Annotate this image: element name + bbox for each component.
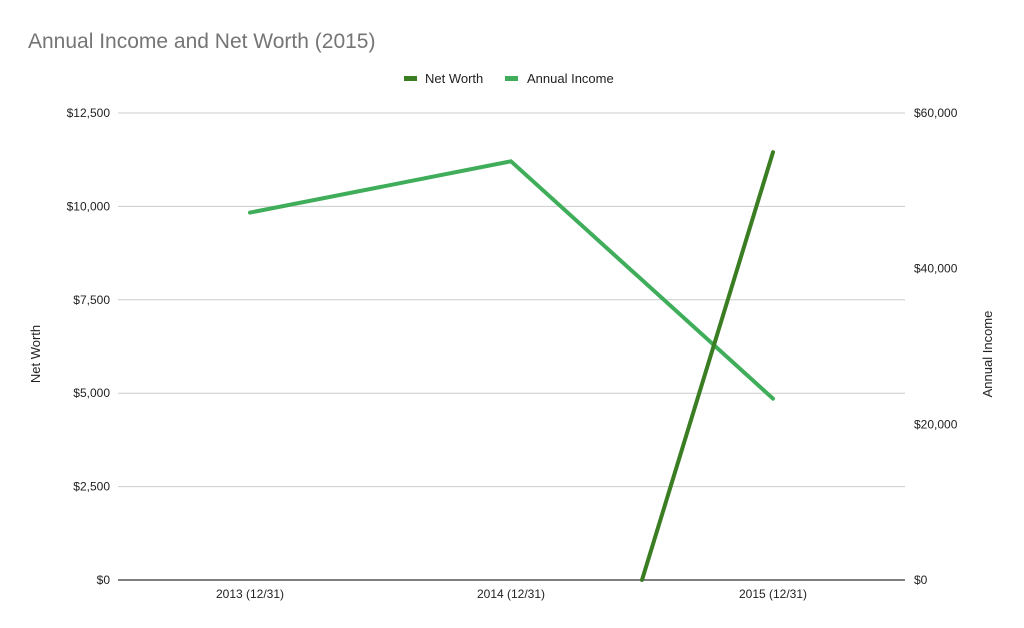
legend-label-annual-income: Annual Income: [527, 71, 614, 86]
series-lines: [248, 150, 775, 582]
x-tick-label: 2013 (12/31): [216, 587, 284, 601]
right-axis-ticks: $0 $20,000 $40,000 $60,000: [914, 106, 958, 587]
chart-title: Annual Income and Net Worth (2015): [28, 30, 375, 53]
left-axis-title: Net Worth: [28, 325, 43, 383]
x-tick-label: 2015 (12/31): [739, 587, 807, 601]
legend-swatch-net-worth: [404, 76, 417, 81]
right-tick-label: $40,000: [914, 262, 958, 276]
left-tick-label: $0: [97, 573, 111, 587]
legend-label-net-worth: Net Worth: [425, 71, 483, 86]
left-tick-label: $10,000: [67, 199, 111, 213]
left-tick-label: $12,500: [67, 106, 111, 120]
legend-swatch-annual-income: [505, 76, 518, 81]
gridlines: [118, 112, 905, 581]
left-tick-label: $7,500: [73, 293, 110, 307]
right-tick-label: $60,000: [914, 106, 958, 120]
series-line-annual-income: [248, 159, 775, 401]
right-tick-label: $20,000: [914, 417, 958, 431]
legend: Net Worth Annual Income: [404, 71, 614, 86]
left-axis-ticks: $0 $2,500 $5,000 $7,500 $10,000 $12,500: [67, 106, 111, 587]
right-axis-title: Annual Income: [980, 311, 995, 398]
series-line-net-worth: [640, 150, 775, 582]
left-tick-label: $2,500: [73, 480, 110, 494]
x-tick-label: 2014 (12/31): [477, 587, 545, 601]
x-axis-ticks: 2013 (12/31) 2014 (12/31) 2015 (12/31): [216, 587, 807, 601]
left-tick-label: $5,000: [73, 386, 110, 400]
right-tick-label: $0: [914, 573, 928, 587]
